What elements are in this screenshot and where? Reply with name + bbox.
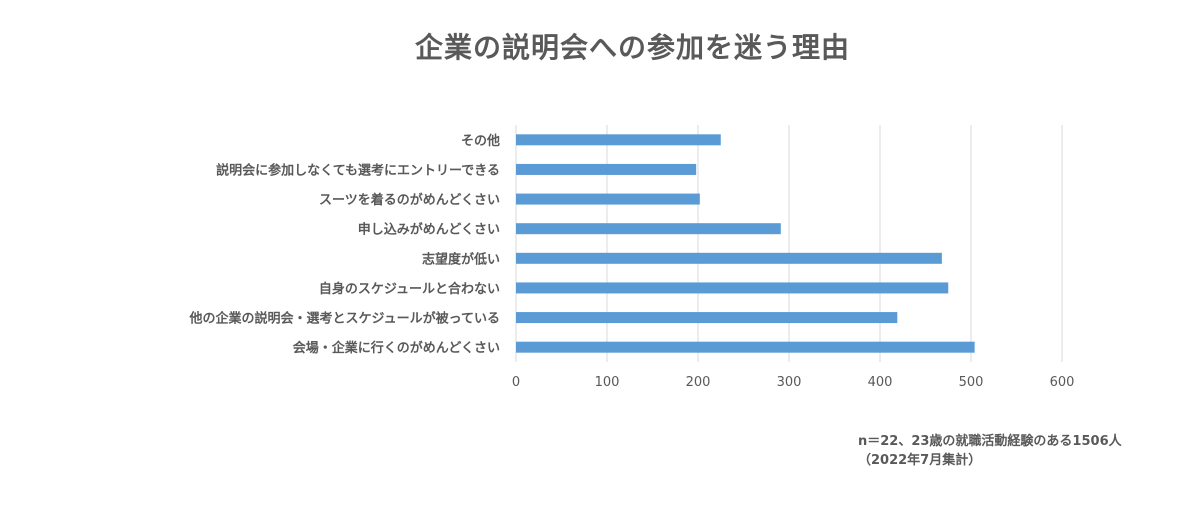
category-labels: その他説明会に参加しなくても選考にエントリーできるスーツを着るのがめんどくさい申… xyxy=(189,133,500,356)
sample-note: n＝22、23歳の就職活動経験のある1506人 xyxy=(858,434,1122,449)
bar xyxy=(516,193,700,205)
x-tick-label: 400 xyxy=(868,375,893,390)
x-tick-label: 500 xyxy=(959,375,984,390)
bar xyxy=(516,163,697,175)
bar xyxy=(516,282,949,294)
category-label: 自身のスケジュールと合わない xyxy=(319,281,500,297)
bar xyxy=(516,252,942,264)
period-note: （2022年7月集計） xyxy=(858,453,982,468)
x-tick-label: 100 xyxy=(595,375,620,390)
x-tick-label: 0 xyxy=(512,375,520,390)
bar xyxy=(516,312,898,324)
category-label: スーツを着るのがめんどくさい xyxy=(319,192,500,208)
chart-title: 企業の説明会への参加を迷う理由 xyxy=(414,31,850,64)
category-label: 会場・企業に行くのがめんどくさい xyxy=(293,340,500,356)
bar xyxy=(516,134,721,146)
x-tick-label: 200 xyxy=(686,375,711,390)
category-label: 他の企業の説明会・選考とスケジュールが被っている xyxy=(189,311,500,327)
category-label: 志望度が低い xyxy=(422,251,500,267)
x-tick-label: 300 xyxy=(777,375,802,390)
bars xyxy=(516,134,975,353)
category-label: 申し込みがめんどくさい xyxy=(358,222,500,238)
bar xyxy=(516,341,975,353)
bar xyxy=(516,223,781,235)
category-label: 説明会に参加しなくても選考にエントリーできる xyxy=(216,162,500,178)
gridlines xyxy=(515,125,1063,362)
x-tick-label: 600 xyxy=(1050,375,1075,390)
category-label: その他 xyxy=(461,133,500,149)
x-tick-labels: 0 100 200 300 400 500 600 xyxy=(512,375,1075,390)
